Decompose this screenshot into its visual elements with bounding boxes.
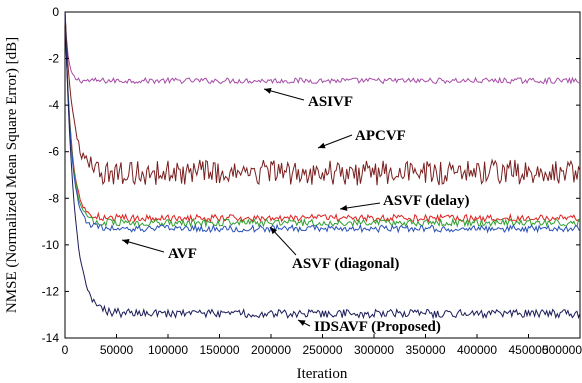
x-tick-label: 50000 — [100, 343, 134, 357]
y-tick-label: 0 — [52, 5, 59, 19]
x-tick-label: 500000 — [542, 343, 582, 357]
y-tick-label: -2 — [48, 52, 59, 66]
annotation-label: IDSAVF (Proposed) — [314, 319, 441, 335]
x-tick-label: 100000 — [148, 343, 188, 357]
x-tick-label: 400000 — [457, 343, 497, 357]
annotation-label: ASIVF — [308, 94, 353, 110]
x-tick-label: 300000 — [354, 343, 394, 357]
y-axis-title: NMSE (Normalized Mean Square Error) [dB] — [4, 37, 20, 313]
x-tick-label: 0 — [62, 343, 69, 357]
x-tick-label: 150000 — [199, 343, 239, 357]
annotation-label: ASVF (delay) — [383, 193, 470, 209]
annotation-label: APCVF — [355, 128, 406, 144]
annotation-label: ASVF (diagonal) — [292, 256, 399, 272]
annotation-label: AVF — [168, 246, 197, 262]
x-tick-label: 350000 — [405, 343, 445, 357]
x-tick-label: 200000 — [251, 343, 291, 357]
y-tick-label: -14 — [42, 331, 60, 345]
y-tick-label: -12 — [42, 284, 60, 298]
y-tick-label: -10 — [42, 238, 60, 252]
y-tick-label: -4 — [48, 98, 59, 112]
y-tick-label: -8 — [48, 191, 59, 205]
annotation-idsavf-proposed: IDSAVF (Proposed) — [298, 319, 441, 335]
y-tick-label: -6 — [48, 145, 59, 159]
x-tick-label: 250000 — [302, 343, 342, 357]
x-axis-title: Iteration — [297, 366, 348, 382]
